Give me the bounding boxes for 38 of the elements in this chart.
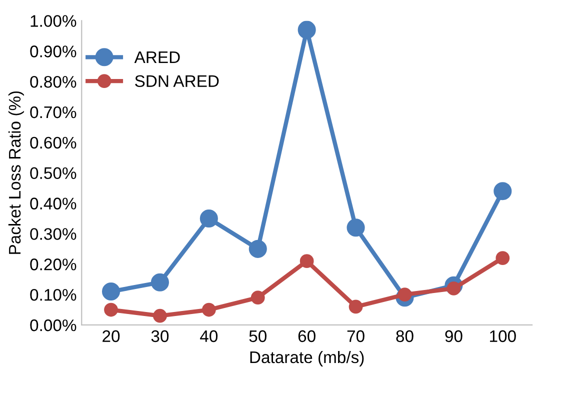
y-axis-title: Packet Loss Ratio (%) <box>8 91 24 254</box>
point <box>300 254 314 268</box>
point <box>200 209 218 228</box>
x-tick-label: 40 <box>200 330 218 342</box>
x-tick-label: 90 <box>445 330 462 342</box>
x-tick-label: 50 <box>249 330 266 342</box>
y-tick-label: 0.50% <box>30 167 76 180</box>
x-tick-label: 30 <box>151 330 169 342</box>
point <box>202 302 216 317</box>
point <box>348 300 363 314</box>
point <box>150 273 169 292</box>
y-tick-label: 1.00% <box>30 15 76 27</box>
x-tick-label: 20 <box>102 330 120 342</box>
y-tick-label: 0.40% <box>30 198 76 210</box>
x-tick-label: 100 <box>490 330 516 342</box>
legend-label: SDN ARED <box>135 75 219 88</box>
y-tick-label: 0.20% <box>30 258 76 270</box>
point <box>153 308 167 323</box>
point <box>298 20 316 39</box>
point <box>104 302 118 317</box>
x-tick-label: 60 <box>298 330 316 342</box>
point <box>248 240 267 258</box>
point <box>102 282 120 301</box>
x-axis-title: Datarate (mb/s) <box>250 350 364 366</box>
x-tick-label: 70 <box>347 330 364 342</box>
point <box>346 218 365 237</box>
y-tick-label: 0.60% <box>30 136 76 149</box>
y-tick-label: 0.90% <box>30 46 76 58</box>
y-tick-label: 0.70% <box>30 106 76 118</box>
point <box>250 290 265 305</box>
y-tick-label: 0.80% <box>30 76 76 88</box>
point <box>494 182 512 200</box>
y-tick-label: 0.30% <box>30 228 76 240</box>
legend-label: ARED <box>134 52 180 63</box>
y-tick-label: 0.00% <box>30 319 76 332</box>
point <box>496 251 510 265</box>
x-tick-label: 80 <box>396 330 414 342</box>
y-tick-label: 0.10% <box>30 288 76 301</box>
